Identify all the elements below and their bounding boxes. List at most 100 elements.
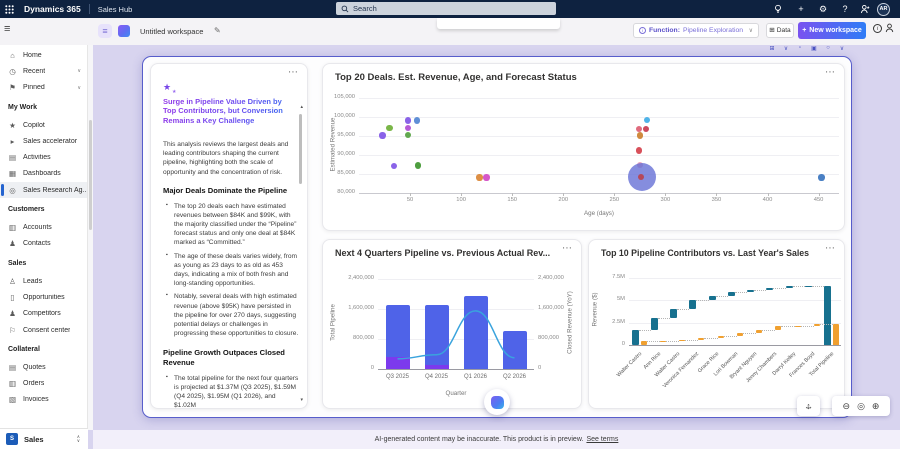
copilot-sparkle-small-icon: ★ <box>172 89 177 95</box>
settings-gear-icon[interactable]: ⚙ <box>818 3 828 14</box>
frame-toolbar-icon[interactable]: ○ <box>826 45 830 51</box>
sidebar-item-recent[interactable]: ◷ Recent ∨ <box>0 63 87 79</box>
workspace-menu-icon[interactable]: ≡ <box>98 24 112 38</box>
sidebar-item-contacts[interactable]: ♟ Contacts <box>0 236 87 252</box>
frame-toolbar-icon[interactable]: ▫ <box>798 45 802 51</box>
document-icon: ▧ <box>8 395 17 405</box>
data-button[interactable]: ⊞ Data <box>766 22 794 38</box>
copilot-logo-icon <box>490 395 504 409</box>
plus-icon: + <box>802 26 807 34</box>
sidebar-item-accounts[interactable]: ▥ Accounts <box>0 219 87 235</box>
waterfall-bar-sales <box>736 332 743 336</box>
waffle-icon[interactable] <box>0 0 18 18</box>
lightbulb-icon[interactable] <box>769 0 787 18</box>
copilot-fab-button[interactable] <box>484 389 510 415</box>
opportunity-icon: ▯ <box>10 292 15 302</box>
search-icon <box>341 5 349 12</box>
frame-toolbar[interactable]: ⊞ ∨ ▫ ▣ ○ ∨ <box>765 45 849 52</box>
chevron-down-icon[interactable]: ∨ <box>77 68 81 75</box>
sidebar-item-quotes[interactable]: ▤ Quotes <box>0 359 87 375</box>
sidebar-section-sales: Sales <box>8 259 27 267</box>
table-grid-icon: ⊞ <box>769 27 775 34</box>
area-switcher[interactable]: S Sales ∧ ∨ <box>0 428 88 449</box>
preview-info-icon[interactable]: i <box>873 24 882 33</box>
sidebar-item-activities[interactable]: ▤ Activities <box>0 149 87 165</box>
person-icon: ♟ <box>9 239 16 249</box>
more-menu-icon[interactable]: ⋯ <box>825 243 835 254</box>
help-icon[interactable]: ? <box>842 4 848 14</box>
sidebar-item-sales-accelerator[interactable]: ▸ Sales accelerator <box>0 133 87 149</box>
waterfall-bar-pipeline <box>766 287 774 290</box>
frame-toolbar-icon[interactable]: ∨ <box>783 46 789 52</box>
more-menu-icon[interactable]: ⋯ <box>288 67 298 78</box>
sidebar-scrollbar-thumb[interactable] <box>89 120 92 230</box>
person-icon: ♟ <box>9 309 16 319</box>
see-terms-link[interactable]: See terms <box>586 436 619 443</box>
sidebar-item-label: Activities <box>23 154 51 162</box>
waterfall-bar-sales <box>813 323 820 326</box>
sidebar-item-label: Accounts <box>23 224 52 232</box>
scatter-point <box>637 174 644 181</box>
pan-move-button[interactable]: ↔ ↕ <box>797 396 820 416</box>
frame-toolbar-icon[interactable]: ▣ <box>811 46 817 52</box>
waterfall-bar-sales <box>794 325 801 328</box>
sidebar-item-dashboards[interactable]: ▦ Dashboards <box>0 166 87 182</box>
sidebar-item-opportunities[interactable]: ▯ Opportunities <box>0 289 87 305</box>
app-name[interactable]: Sales Hub <box>97 4 133 14</box>
sidebar-item-leads[interactable]: ♙ Leads <box>0 273 87 289</box>
sidebar-item-consent-center[interactable]: ⚐ Consent center <box>0 322 87 338</box>
x-tick-label: Q2 2026 <box>502 374 527 380</box>
add-icon[interactable]: + <box>798 4 804 14</box>
scatter-point <box>414 117 421 124</box>
presence-person-icon[interactable] <box>885 23 894 35</box>
waterfall-connector <box>819 323 834 325</box>
new-workspace-button[interactable]: + New workspace <box>798 21 866 39</box>
scroll-up-icon[interactable]: ▴ <box>300 104 303 110</box>
clipboard-icon: ▤ <box>8 153 17 163</box>
sidebar-item-pinned[interactable]: ⚑ Pinned ∨ <box>0 80 87 96</box>
workspace-canvas[interactable]: ⊞ ∨ ▫ ▣ ○ ∨ ⋯ ★ ★ Surge in Pipeline Valu… <box>93 45 900 430</box>
bar-plot-area: 0 0 800,000 800,000 1,600,000 1,600,000 2,400,… <box>348 275 564 380</box>
scatter-plot-area: 80,000 85,000 90,000 95,000 100,000 105,000 50… <box>334 94 839 203</box>
more-menu-icon[interactable]: ⋯ <box>562 243 572 254</box>
waterfall-connector <box>723 335 737 337</box>
brand-title[interactable]: Dynamics 365 <box>24 4 81 14</box>
scroll-down-icon[interactable]: ▾ <box>300 397 303 403</box>
frame-toolbar-icon[interactable]: ∨ <box>839 46 845 52</box>
waterfall-bar-sales <box>756 329 763 333</box>
sidebar-item-orders[interactable]: ▥ Orders <box>0 375 87 391</box>
edit-pencil-icon[interactable]: ✎ <box>214 25 221 35</box>
function-label: Function: <box>649 26 680 34</box>
search-input[interactable]: Search <box>336 2 556 15</box>
y-tick-label-left: 2,400,000 <box>348 275 374 281</box>
function-dropdown[interactable]: i Function: Pipeline Exploration ∨ <box>633 22 759 38</box>
card-scrollbar-thumb[interactable] <box>299 114 302 184</box>
sidebar-item-sales-research-agent[interactable]: ◎ Sales Research Ag... <box>0 182 87 199</box>
more-menu-icon[interactable]: ⋯ <box>825 67 835 78</box>
scatter-point <box>390 162 397 170</box>
sidebar-item-copilot[interactable]: ★ Copilot <box>0 117 87 133</box>
sidebar-toggle-icon[interactable]: ≡ <box>4 23 11 35</box>
agent-icon: ◎ <box>9 185 16 195</box>
bar-segment-committed <box>424 364 449 369</box>
waterfall-total-sales <box>833 323 840 345</box>
avatar[interactable]: AR <box>877 2 890 16</box>
zoom-in-icon[interactable]: ⊕ <box>871 400 880 411</box>
sidebar-item-invoices[interactable]: ▧ Invoices <box>0 392 87 408</box>
feedback-person-icon[interactable] <box>856 0 874 18</box>
x-axis-title: Age (days) <box>584 210 614 217</box>
sidebar-scrollbar[interactable] <box>88 45 93 430</box>
zoom-reset-icon[interactable]: ◎ <box>857 400 865 411</box>
chevron-down-icon[interactable]: ∨ <box>77 84 81 91</box>
frame-toolbar-icon[interactable]: ⊞ <box>769 46 775 52</box>
zoom-out-icon[interactable]: ⊖ <box>842 400 851 411</box>
copilot-cube-icon <box>118 25 130 37</box>
sidebar-item-competitors[interactable]: ♟ Competitors <box>0 306 87 322</box>
sidebar-item-home[interactable]: ⌂ Home <box>0 47 87 63</box>
waterfall-chart-card: Top 10 Pipeline Contributors vs. Last Ye… <box>588 239 845 409</box>
scatter-point <box>635 147 643 154</box>
gridline <box>359 174 839 175</box>
y-tick-label-left: 1,600,000 <box>348 305 374 311</box>
sidebar-section-my-work: My Work <box>8 103 38 111</box>
sidebar-item-label: Opportunities <box>23 293 65 301</box>
